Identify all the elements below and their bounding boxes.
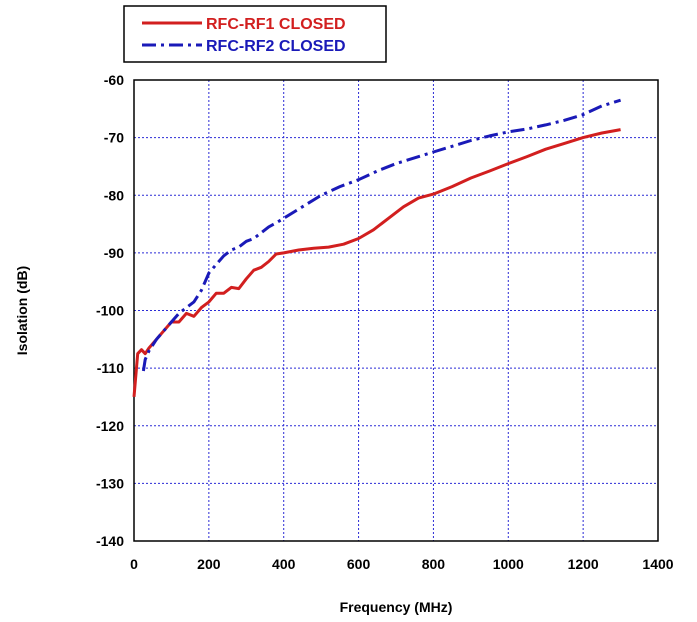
y-tick-label: -90 xyxy=(104,245,124,261)
x-tick-label: 200 xyxy=(197,556,221,572)
x-tick-label: 1400 xyxy=(642,556,673,572)
legend: RFC-RF1 CLOSED RFC-RF2 CLOSED xyxy=(123,5,387,63)
y-tick-label: -120 xyxy=(96,418,124,434)
x-tick-label: 400 xyxy=(272,556,296,572)
y-axis-label: Isolation (dB) xyxy=(14,266,30,355)
legend-label-rf2: RFC-RF2 CLOSED xyxy=(206,38,346,55)
x-axis-label: Frequency (MHz) xyxy=(340,599,453,615)
series-lines xyxy=(132,98,622,398)
x-tick-label: 800 xyxy=(422,556,446,572)
tick-labels: 0 200 400 600 800 1000 1200 1400 -60 -70 -80 -90 -10… xyxy=(96,72,674,572)
y-tick-label: -80 xyxy=(104,187,124,203)
y-tick-label: -60 xyxy=(104,72,124,88)
grid-lines xyxy=(134,80,658,541)
y-tick-label: -130 xyxy=(96,475,124,491)
series-line-1 xyxy=(132,128,621,398)
x-tick-label: 1200 xyxy=(568,556,599,572)
plot-frame xyxy=(133,79,659,542)
x-tick-label: 600 xyxy=(347,556,371,572)
x-tick-label: 0 xyxy=(130,556,138,572)
x-tick-label: 1000 xyxy=(493,556,524,572)
legend-box xyxy=(123,5,387,63)
series-line-2 xyxy=(141,98,622,372)
y-tick-label: -140 xyxy=(96,533,124,549)
y-tick-label: -100 xyxy=(96,303,124,319)
legend-label-rf1: RFC-RF1 CLOSED xyxy=(206,16,346,33)
y-tick-label: -110 xyxy=(97,360,124,376)
y-tick-label: -70 xyxy=(104,130,124,146)
